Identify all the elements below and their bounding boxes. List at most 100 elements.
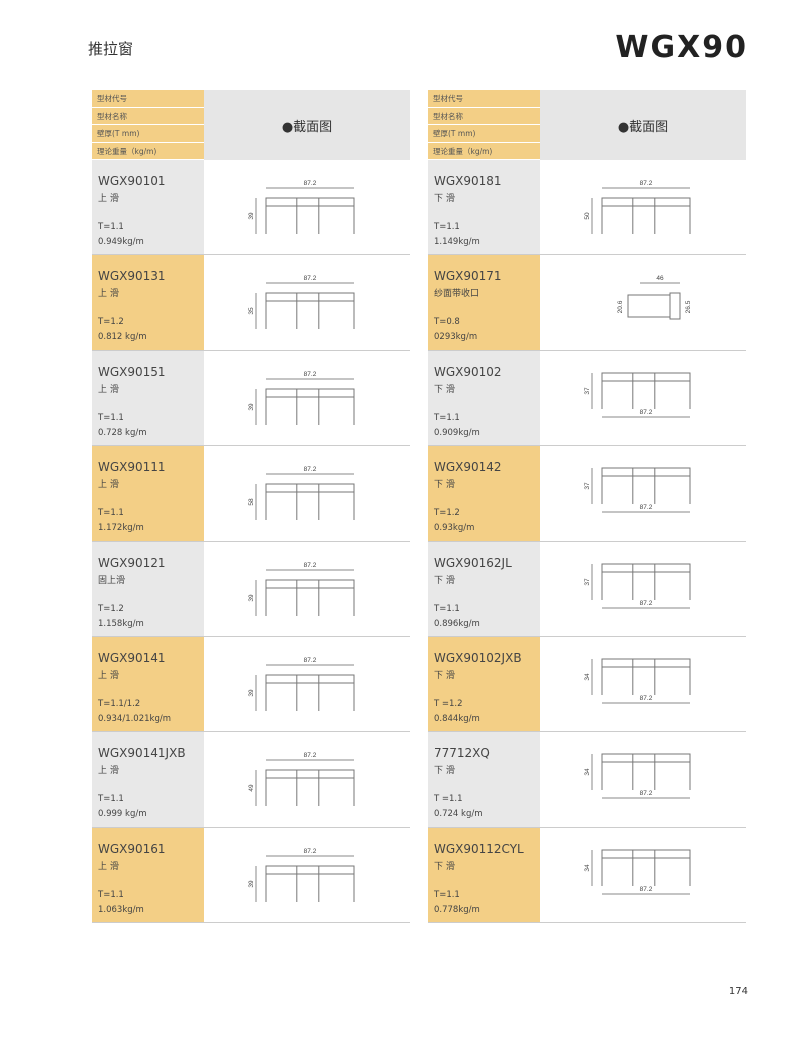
dimension: 87.2 [304, 752, 317, 759]
image-cell: 87.2 37 [540, 350, 746, 447]
image-cell: 87.2 39 [204, 160, 410, 256]
profile-shape [265, 197, 355, 207]
dimension: 87.2 [304, 466, 317, 473]
image-cell: 87.2 34 [540, 637, 746, 733]
dimension: 49 [248, 784, 255, 792]
dimension: 34 [584, 673, 591, 681]
profile-drawing: 87.2 39 [248, 562, 355, 616]
dimension: 46 [656, 275, 664, 282]
code-cell: 77712XQ 下 滑 T =1.1 0.724 kg/m [428, 732, 540, 828]
code-cell: WGX90161 上 滑 T=1.1 1.063kg/m [92, 827, 204, 924]
code-cell: WGX90181 下 滑 T=1.1 1.149kg/m [428, 160, 540, 256]
profile-shape [265, 769, 355, 779]
weight: 1.158kg/m [98, 618, 144, 629]
dimension: 37 [584, 578, 591, 586]
weight: 0.844kg/m [434, 714, 480, 724]
series-code: WGX90 [615, 30, 748, 65]
code-cell: WGX90111 上 滑 T=1.1 1.172kg/m [92, 446, 204, 542]
profile-name: 下 滑 [434, 861, 455, 872]
dimension: 37 [584, 387, 591, 395]
profile-name: 上 滑 [98, 384, 119, 395]
weight: 0293kg/m [434, 332, 478, 343]
code-cell: WGX90131 上 滑 T=1.2 0.812 kg/m [92, 255, 204, 351]
thickness: T=1.1 [434, 889, 460, 900]
profile-name: 下 滑 [434, 671, 455, 681]
thickness: T=1.1 [98, 222, 124, 232]
profile-name: 固上滑 [98, 575, 126, 586]
dimension: 87.2 [640, 695, 653, 702]
weight: 1.063kg/m [98, 904, 144, 915]
profile-shape [601, 372, 691, 382]
profile-shape [265, 292, 355, 302]
profile-code: WGX90151 [98, 364, 166, 379]
profile-drawing: 87.2 50 [584, 180, 691, 234]
profile-name: 上 滑 [98, 671, 119, 681]
profile-code: WGX90141 [98, 651, 166, 665]
weight: 0.778kg/m [434, 904, 480, 915]
dimension: 87.2 [640, 504, 653, 511]
profile-code: WGX90102 [434, 364, 502, 379]
profile-code: WGX90131 [98, 269, 166, 284]
profile-name: 下 滑 [434, 384, 455, 395]
profile-drawing: 87.2 35 [248, 275, 355, 330]
profile-name: 下 滑 [434, 766, 455, 777]
thickness: T=1.1 [98, 794, 124, 805]
header-label: 型材代号 [428, 90, 540, 108]
header-label: 型材名称 [428, 108, 540, 125]
code-cell: WGX90101 上 滑 T=1.1 0.949kg/m [92, 160, 204, 256]
profile-shape [601, 753, 691, 763]
thickness: T =1.2 [434, 699, 463, 709]
profile-code: WGX90142 [434, 460, 502, 475]
header-section: ●截面图 [540, 90, 746, 160]
header-label: 型材名称 [92, 108, 204, 125]
profile-code: WGX90102JXB [434, 651, 522, 665]
profile-shape [265, 865, 355, 875]
weight: 0.949kg/m [98, 237, 144, 247]
dimension: 34 [584, 864, 591, 872]
image-cell: 87.2 37 [540, 541, 746, 637]
dimension: 87.2 [640, 886, 653, 893]
profile-name: 上 滑 [98, 289, 119, 300]
profile-code: WGX90121 [98, 555, 166, 570]
code-cell: WGX90141JXB 上 滑 T=1.1 0.999 kg/m [92, 732, 204, 828]
profile-name: 下 滑 [434, 575, 455, 586]
image-cell: 87.2 35 [204, 255, 410, 351]
dimension: 87.2 [640, 180, 653, 187]
profile-drawing: 87.2 58 [248, 466, 355, 521]
weight: 0.724 kg/m [434, 809, 483, 820]
dimension: 39 [248, 212, 255, 220]
thickness: T=0.8 [434, 317, 460, 328]
profile-name: 上 滑 [98, 766, 119, 777]
dimension: 87.2 [304, 180, 317, 187]
header-label: 型材代号 [92, 90, 204, 108]
image-cell: 87.2 39 [204, 541, 410, 637]
profile-drawing: 87.2 37 [584, 372, 691, 418]
profile-code: WGX90162JL [434, 555, 512, 570]
weight: 0.812 kg/m [98, 332, 147, 343]
profile-shape [601, 658, 691, 668]
profile-shape [669, 292, 681, 320]
image-cell: 87.2 34 [540, 732, 746, 828]
thickness: T=1.1 [98, 508, 124, 519]
thickness: T=1.1 [98, 889, 124, 900]
dimension: 87.2 [304, 848, 317, 855]
image-cell: 87.2 39 [204, 350, 410, 447]
page-title: 推拉窗 [88, 40, 134, 58]
profile-name: 纱面带收口 [434, 289, 480, 300]
profile-drawing: 46 20.6 26.5 [617, 275, 692, 320]
profile-shape [601, 467, 691, 477]
header-label: 壁厚(T mm) [92, 125, 204, 143]
dimension: 34 [584, 768, 591, 776]
image-cell: 87.2 34 [540, 827, 746, 924]
dimension: 39 [248, 594, 255, 602]
profile-code: WGX90161 [98, 841, 166, 856]
header-label: 壁厚(T mm) [428, 125, 540, 143]
profile-drawing: 87.2 39 [248, 848, 355, 902]
dimension: 87.2 [640, 790, 653, 797]
profile-shape [601, 197, 691, 207]
dimension: 87.2 [304, 275, 317, 282]
profile-code: WGX90101 [98, 174, 166, 188]
thickness: T=1.1 [98, 412, 124, 423]
dimension: 39 [248, 880, 255, 888]
weight: 0.909kg/m [434, 427, 480, 438]
